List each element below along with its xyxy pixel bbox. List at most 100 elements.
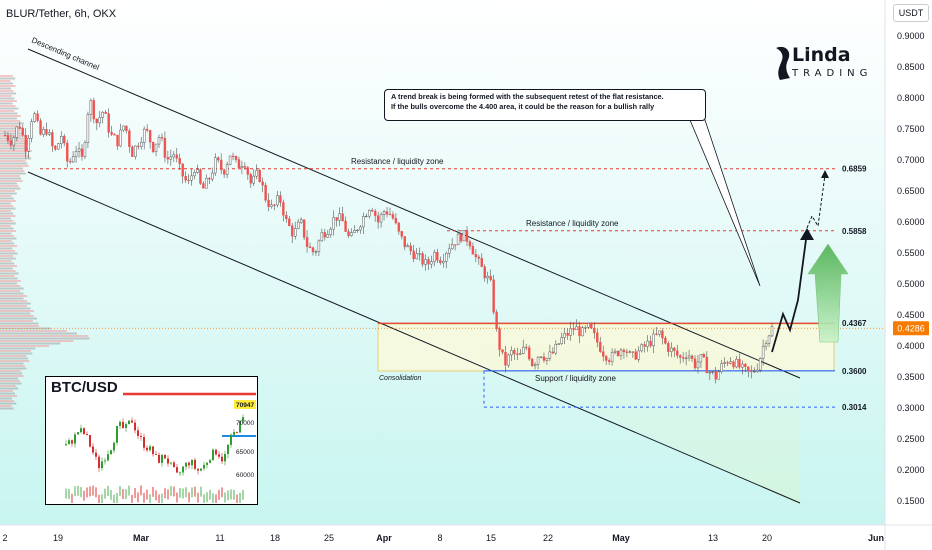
inset-volume-bar — [227, 490, 229, 501]
price-axis[interactable]: 0.9000 0.8500 0.8000 0.7500 0.7000 0.6500 0.60… — [897, 31, 925, 506]
candle — [134, 145, 137, 157]
candle — [27, 137, 30, 152]
inset-candle — [233, 432, 235, 435]
currency-unit-button[interactable]: USDT — [893, 4, 929, 22]
volume-profile-bar — [0, 345, 50, 347]
candle — [533, 363, 537, 367]
volume-profile-bar — [0, 95, 12, 97]
candle — [199, 169, 202, 184]
inset-candle — [218, 454, 220, 457]
candle — [450, 244, 454, 250]
inset-candle — [167, 458, 169, 464]
volume-profile-bar — [0, 360, 30, 362]
candle — [522, 346, 525, 354]
candle — [71, 156, 75, 163]
volume-profile-bar — [0, 207, 16, 210]
volume-profile-bar — [0, 197, 14, 200]
candle — [12, 137, 16, 146]
candle — [755, 369, 759, 372]
candle — [142, 128, 146, 143]
inset-candle — [113, 442, 115, 451]
inset-candle — [197, 468, 199, 471]
inset-volume-bar — [236, 494, 238, 503]
level-label: 0.5858 — [842, 227, 867, 236]
volume-profile-bar — [0, 327, 51, 330]
level-lines — [0, 168, 885, 408]
x-tick-label: 8 — [437, 533, 442, 543]
symbol-header: BLUR/Tether, 6h, OKX — [6, 8, 117, 20]
level-label: 0.4367 — [842, 319, 867, 328]
candle — [261, 181, 264, 186]
candle — [24, 134, 27, 152]
inset-candle — [134, 422, 136, 431]
y-tick-label: 0.8500 — [897, 62, 925, 72]
candle — [649, 340, 652, 347]
inset-candle — [68, 440, 70, 445]
volume-profile-bar — [0, 302, 31, 305]
current-price-label: 0.4286 — [897, 323, 925, 333]
volume-profile-bar — [0, 282, 18, 285]
candle — [421, 253, 424, 265]
candle — [308, 246, 312, 248]
inset-candle — [137, 430, 139, 436]
annotation-resistance-lower: Resistance / liquidity zone — [526, 219, 619, 228]
candle — [219, 159, 223, 171]
volume-profile-bar — [0, 287, 24, 290]
inset-price-label: 70947 — [236, 402, 254, 409]
x-tick-label: May — [612, 533, 630, 543]
volume-profile-bar — [0, 340, 74, 342]
candle — [365, 215, 368, 218]
candle — [371, 210, 374, 212]
candle — [329, 228, 332, 235]
candle — [30, 121, 33, 139]
candle — [545, 357, 549, 361]
volume-profile-bar — [0, 125, 21, 127]
inset-candle — [80, 428, 82, 433]
volume-profile-bar — [0, 202, 11, 205]
volume-profile-bar — [0, 170, 25, 172]
volume-profile-bar — [0, 332, 77, 335]
candle — [246, 167, 250, 175]
candle — [350, 232, 353, 236]
candle — [243, 166, 247, 168]
volume-profile-bar — [0, 402, 17, 405]
candle — [453, 244, 457, 246]
inset-volume-bar — [149, 494, 151, 503]
level-label: 0.3600 — [842, 367, 867, 376]
candle — [758, 358, 762, 371]
inset-candle — [155, 454, 157, 455]
volume-profile-bar — [0, 142, 31, 145]
candle — [368, 210, 371, 217]
symbol-name: BLUR/Tether — [6, 8, 69, 20]
candle — [474, 254, 478, 258]
inset-volume-bar — [119, 485, 121, 496]
candle — [163, 138, 167, 158]
inset-volume-bar — [140, 485, 142, 496]
inset-volume-bar — [233, 489, 235, 500]
candle — [119, 129, 122, 147]
inset-candle — [143, 437, 145, 448]
time-axis[interactable]: 2 19 Mar 11 18 25 Apr 8 15 22 May 13 20 Jun — [2, 533, 884, 543]
inset-volume-bar — [218, 489, 220, 500]
inset-candle — [128, 420, 130, 425]
inset-candle — [221, 456, 223, 462]
inset-volume-bar — [89, 486, 91, 497]
inset-candle — [173, 462, 175, 468]
volume-profile-bar — [0, 227, 14, 230]
candle — [33, 113, 36, 122]
inset-volume-bar — [155, 490, 157, 501]
volume-profile-bar — [0, 130, 21, 132]
volume-profile-bar — [0, 325, 39, 327]
brand-logo: Linda TRADING — [772, 44, 867, 84]
inset-volume-bar — [71, 493, 73, 503]
inset-volume-bar — [224, 492, 226, 503]
candle — [205, 178, 208, 189]
candle — [234, 155, 238, 160]
inset-volume-bar — [185, 487, 187, 498]
inset-candle — [203, 464, 205, 469]
candle — [178, 158, 181, 164]
candle — [409, 245, 412, 252]
candle — [439, 260, 442, 264]
inset-candle — [230, 434, 232, 445]
y-tick-label: 0.2000 — [897, 465, 925, 475]
